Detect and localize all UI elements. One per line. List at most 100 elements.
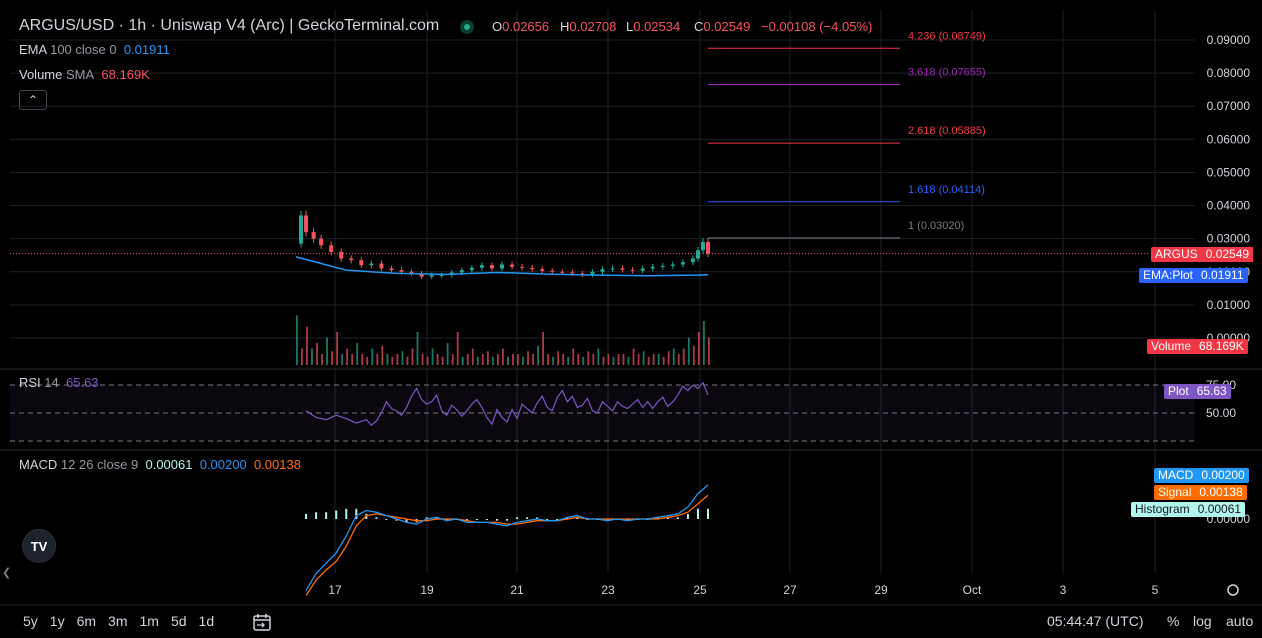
timeframe-1d[interactable]: 1d (198, 613, 215, 629)
volume-bar (426, 356, 429, 365)
volume-bar (486, 351, 489, 365)
volume-bar (296, 315, 298, 365)
ema-badge: EMA:Plot 0.01911 (1139, 268, 1248, 283)
volume-bar (607, 354, 610, 365)
volume-bar (306, 326, 308, 365)
volume-bar (682, 348, 685, 365)
macd-histogram-bar (315, 512, 318, 519)
macd-histogram-bar (395, 519, 398, 521)
volume-bar (512, 354, 514, 365)
price-tick-label: 0.08000 (1207, 66, 1251, 80)
volume-bar (326, 337, 328, 365)
timeframe-5d[interactable]: 5d (170, 613, 187, 629)
timeframe-1m[interactable]: 1m (139, 613, 159, 629)
volume-legend[interactable]: Volume SMA 68.169K (19, 67, 150, 82)
market-status-icon (460, 20, 474, 34)
price-tick-label: 0.01000 (1207, 298, 1251, 312)
volume-bar (331, 351, 333, 365)
rsi-line (305, 381, 709, 427)
volume-bar (662, 356, 665, 365)
tradingview-logo[interactable]: TV (22, 529, 56, 563)
volume-bar (456, 332, 459, 365)
volume-bar (542, 332, 544, 365)
candle-body (439, 275, 444, 277)
rsi-tick-label: 50.00 (1206, 406, 1236, 420)
candle-body (339, 251, 344, 259)
macd-histogram-bar (435, 517, 438, 519)
volume-badge: Volume 68.169K (1147, 339, 1248, 354)
candle-body (700, 241, 705, 251)
macd-histogram-bar (516, 517, 519, 519)
volume-bar (522, 356, 524, 365)
candle-body (419, 273, 424, 277)
volume-bar (592, 354, 595, 365)
volume-bar (577, 354, 580, 365)
timeframe-6m[interactable]: 6m (76, 613, 97, 629)
volume-bar (301, 348, 303, 365)
x-tick-label: 25 (693, 583, 707, 597)
candle-body (560, 271, 565, 273)
utc-clock[interactable]: 05:44:47 (UTC) (1047, 613, 1144, 629)
volume-bar (396, 354, 399, 365)
macd-histogram-bar (465, 519, 468, 521)
scroll-left-icon[interactable]: ❮ (2, 567, 12, 579)
ohlc-low: L0.02534 (626, 19, 681, 34)
volume-bar (557, 351, 560, 365)
candle-body (670, 264, 675, 266)
volume-bar (336, 332, 338, 365)
candle-body (660, 265, 665, 267)
macd-histogram-bar (375, 517, 378, 519)
macd-histogram-bar (666, 517, 669, 519)
x-tick-label: 23 (601, 583, 615, 597)
timeframe-1y[interactable]: 1y (49, 613, 65, 629)
price-tick-label: 0.04000 (1207, 199, 1251, 213)
volume-bar (406, 356, 409, 365)
volume-bar (311, 348, 313, 365)
candle-body (399, 270, 404, 272)
rsi-legend[interactable]: RSI 14 65.63 (19, 375, 99, 390)
volume-bar (637, 354, 640, 365)
candle-body (706, 241, 710, 254)
date-range-icon[interactable] (252, 612, 272, 632)
volume-bar (391, 356, 394, 365)
candle-body (369, 263, 374, 266)
volume-bar (622, 354, 625, 365)
macd-histogram-bar (566, 517, 569, 519)
volume-bar (471, 348, 474, 365)
volume-bar (562, 354, 565, 365)
candle-body (695, 250, 700, 259)
volume-bar (572, 348, 575, 365)
timeframe-3m[interactable]: 3m (108, 613, 128, 629)
macd-histogram-bar (576, 517, 579, 519)
candle-body (600, 269, 605, 272)
settings-icon[interactable] (1227, 584, 1239, 596)
price-badge: ARGUS 0.02549 (1151, 247, 1254, 262)
price-tick-label: 0.06000 (1207, 132, 1251, 146)
candle-body (299, 215, 304, 244)
volume-bar (692, 345, 695, 365)
volume-bar (672, 348, 675, 365)
timeframe-5y[interactable]: 5y (23, 613, 38, 629)
macd-legend[interactable]: MACD 12 26 close 9 0.00061 0.00200 0.001… (19, 457, 301, 472)
volume-bar (697, 332, 700, 365)
x-tick-label: Oct (963, 583, 982, 597)
ema-legend[interactable]: EMA 100 close 0 0.01911 (19, 42, 170, 57)
rsi-band (10, 385, 1195, 441)
candle-body (530, 267, 535, 270)
volume-bar (481, 354, 484, 365)
rsi-badge: Plot 65.63 (1164, 384, 1231, 399)
x-tick-label: 27 (783, 583, 797, 597)
candle-body (329, 245, 334, 252)
volume-bar (702, 321, 705, 365)
ohlc-open: O0.02656 (492, 19, 550, 34)
collapse-legend-button[interactable]: ⌃ (19, 90, 47, 110)
macd-histogram-bar (485, 519, 488, 520)
volume-bar (451, 354, 454, 365)
volume-bar (632, 348, 635, 365)
percent-toggle[interactable]: % (1167, 613, 1180, 629)
macd-histogram-bar (707, 508, 709, 519)
log-toggle[interactable]: log (1193, 613, 1212, 629)
auto-toggle[interactable]: auto (1226, 613, 1254, 629)
candle-body (459, 270, 464, 273)
